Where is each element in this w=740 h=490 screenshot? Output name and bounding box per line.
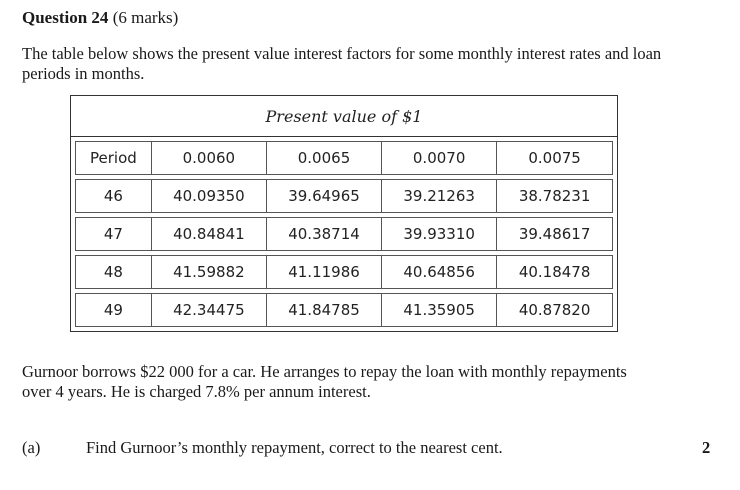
factor-cell: 39.64965 [265,179,382,213]
header-cell-rate: 0.0075 [496,141,613,175]
factor-cell: 39.48617 [496,217,613,251]
period-cell: 49 [75,293,151,327]
factor-cell: 39.93310 [381,217,497,251]
factor-cell: 41.35905 [381,293,497,327]
factor-cell: 40.18478 [496,255,613,289]
present-value-table: Present value of $1 Period 0.0060 0.0065… [70,95,618,332]
part-a-label: (a) [22,438,41,457]
table-row: 48 41.59882 41.11986 40.64856 40.18478 [71,255,617,289]
factor-cell: 40.84841 [150,217,266,251]
intro-text: The table below shows the present value … [22,44,662,83]
header-cell-rate: 0.0065 [265,141,382,175]
problem-statement: Gurnoor borrows $22 000 for a car. He ar… [22,362,627,401]
period-cell: 48 [75,255,151,289]
factor-cell: 39.21263 [381,179,497,213]
factor-cell: 40.87820 [496,293,613,327]
table-header-row: Period 0.0060 0.0065 0.0070 0.0075 [71,141,617,175]
factor-cell: 41.59882 [150,255,266,289]
factor-cell: 40.38714 [265,217,382,251]
part-a-marks: 2 [702,438,711,457]
table-row: 49 42.34475 41.84785 41.35905 40.87820 [71,293,617,327]
present-value-table-container: Present value of $1 Period 0.0060 0.0065… [70,95,618,332]
question-marks: (6 marks) [112,8,179,27]
table-row: 47 40.84841 40.38714 39.93310 39.48617 [71,217,617,251]
factor-cell: 40.09350 [150,179,266,213]
question-heading: Question 24 (6 marks) [22,8,178,28]
table-row: 46 40.09350 39.64965 39.21263 38.78231 [71,179,617,213]
question-number: Question 24 [22,8,109,27]
header-cell-period: Period [75,141,151,175]
period-cell: 46 [75,179,151,213]
factor-cell: 38.78231 [496,179,613,213]
factor-cell: 42.34475 [150,293,266,327]
factor-cell: 40.64856 [381,255,497,289]
factor-cell: 41.84785 [265,293,382,327]
header-cell-rate: 0.0070 [381,141,497,175]
part-a-question: Find Gurnoor’s monthly repayment, correc… [86,438,503,457]
factor-cell: 41.11986 [265,255,382,289]
header-cell-rate: 0.0060 [150,141,266,175]
table-caption: Present value of $1 [71,96,617,137]
period-cell: 47 [75,217,151,251]
